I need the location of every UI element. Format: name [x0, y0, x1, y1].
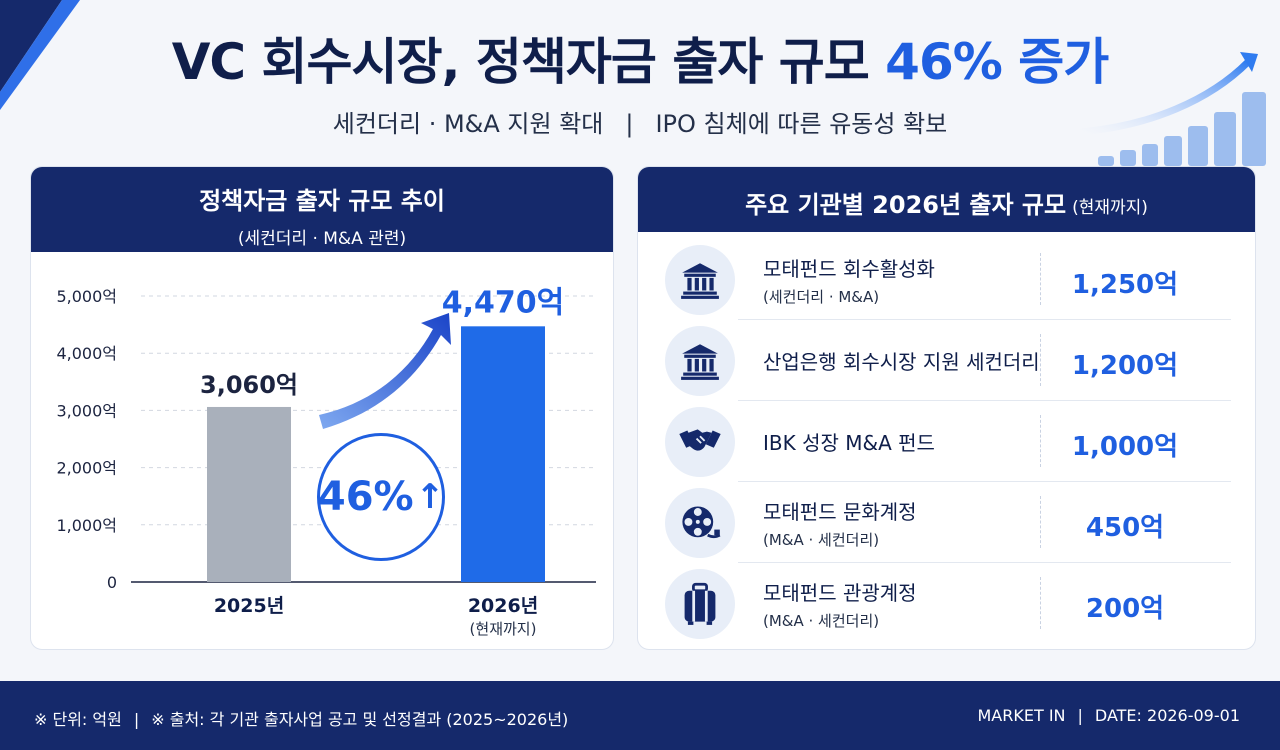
institution-sub: (M&A · 세컨더리): [763, 531, 880, 549]
institution-name: 모태펀드 문화계정: [763, 500, 917, 524]
bar-value-label: 3,060억: [200, 371, 298, 399]
subtitle-right: IPO 침체에 따른 유동성 확보: [655, 110, 948, 138]
institution-name: IBK 성장 M&A 펀드: [763, 431, 935, 455]
institution-name: 모태펀드 관광계정: [763, 581, 917, 605]
row-divider: [738, 400, 1231, 401]
institution-name: 모태펀드 회수활성화: [763, 257, 935, 281]
footer-unit: ※ 단위: 억원: [34, 710, 122, 729]
y-tick-label: 1,000억: [56, 516, 117, 535]
header: VC 회수시장, 정책자금 출자 규모 46% 증가 세컨더리 · M&A 지원…: [0, 0, 1280, 166]
bar-value-label: 4,470억: [442, 285, 565, 320]
suitcase-icon: [665, 569, 735, 639]
y-tick-label: 0: [107, 573, 117, 592]
institution-name: 산업은행 회수시장 지원 세컨더리: [763, 350, 1040, 374]
row-divider: [738, 481, 1231, 482]
row-divider-vertical: [1040, 334, 1041, 386]
row-divider-vertical: [1040, 253, 1041, 305]
institution-panel-note: (현재까지): [1072, 198, 1148, 218]
page-title-accent: 46% 증가: [885, 33, 1109, 91]
institution-panel-header: 주요 기관별 2026년 출자 규모 (현재까지): [638, 167, 1255, 232]
institution-row: IBK 성장 M&A 펀드 1,000억: [638, 401, 1255, 482]
row-divider-vertical: [1040, 577, 1041, 629]
x-category-note: (현재까지): [470, 620, 537, 638]
growth-rate-value: 46%: [317, 474, 414, 520]
chart-panel-title: 정책자금 출자 규모 추이: [199, 187, 445, 215]
institution-row: 모태펀드 관광계정 (M&A · 세컨더리) 200억: [638, 563, 1255, 644]
institution-amount: 200억: [1085, 594, 1165, 624]
page-title: VC 회수시장, 정책자금 출자 규모 46% 증가: [0, 22, 1280, 94]
institution-panel: 주요 기관별 2026년 출자 규모 (현재까지) 모태펀드 회수활성화 (세컨더리…: [637, 166, 1256, 650]
footer-separator: |: [133, 710, 140, 729]
row-divider-vertical: [1040, 496, 1041, 548]
institution-amount: 1,200억: [1071, 351, 1179, 381]
institution-row: 모태펀드 회수활성화 (세컨더리 · M&A) 1,250억: [638, 239, 1255, 320]
institution-row: 산업은행 회수시장 지원 세컨더리 1,200억: [638, 320, 1255, 401]
bank-icon: [665, 326, 735, 396]
row-divider: [738, 319, 1231, 320]
y-tick-label: 5,000억: [56, 287, 117, 306]
subtitle-left: 세컨더리 · M&A 지원 확대: [332, 110, 604, 138]
footer-notes: ※ 단위: 억원 | ※ 출처: 각 기관 출자사업 공고 및 선정결과 (2025…: [34, 706, 568, 730]
bar-2025년: [207, 406, 291, 582]
handshake-icon: [665, 407, 735, 477]
bar-chart: 0 1,000억 2,000억 3,000억 4,000억 5,000억 3,060억 20…: [56, 285, 596, 638]
institution-row: 모태펀드 문화계정 (M&A · 세컨더리) 450억: [638, 482, 1255, 563]
institution-amount: 450억: [1085, 513, 1165, 543]
row-divider: [738, 562, 1231, 563]
footer-separator: |: [1077, 706, 1083, 725]
chart-panel-header: 정책자금 출자 규모 추이 (세컨더리 · M&A 관련): [31, 167, 613, 252]
footer-date: DATE: 2026-09-01: [1094, 706, 1240, 725]
subtitle-separator: |: [625, 110, 634, 138]
y-tick-label: 4,000억: [56, 344, 117, 363]
institution-sub: (세컨더리 · M&A): [763, 288, 880, 306]
row-divider-vertical: [1040, 415, 1041, 467]
growth-arrow: [319, 313, 451, 429]
institution-amount: 1,250억: [1071, 270, 1179, 300]
y-tick-label: 3,000억: [56, 401, 117, 420]
x-category-label: 2025년: [214, 595, 284, 617]
up-arrow-icon: ↑: [415, 477, 445, 517]
bank-icon: [665, 245, 735, 315]
chart-panel-note: (세컨더리 · M&A 관련): [237, 229, 407, 249]
footer: ※ 단위: 억원 | ※ 출처: 각 기관 출자사업 공고 및 선정결과 (2025…: [0, 681, 1280, 750]
film-reel-icon: [665, 488, 735, 558]
institution-sub: (M&A · 세컨더리): [763, 612, 880, 630]
growth-rate-badge: 46% ↑: [317, 433, 445, 561]
chart-panel: 0 1,000억 2,000억 3,000억 4,000억 5,000억 3,060억 20…: [30, 166, 614, 650]
bar-2026년: [461, 326, 545, 582]
page-subtitle: 세컨더리 · M&A 지원 확대 | IPO 침체에 따른 유동성 확보: [0, 104, 1280, 139]
institution-panel-title-text: 주요 기관별 2026년 출자 규모: [745, 191, 1067, 219]
footer-publisher: MARKET IN: [977, 706, 1066, 725]
x-category-label: 2026년: [468, 595, 538, 617]
institution-amount: 1,000억: [1071, 432, 1179, 462]
institution-panel-title: 주요 기관별 2026년 출자 규모 (현재까지): [638, 185, 1255, 220]
rising-coins-decoration: [1080, 52, 1266, 166]
footer-meta: MARKET IN | DATE: 2026-09-01: [978, 706, 1241, 725]
page-title-main: VC 회수시장, 정책자금 출자 규모: [171, 33, 886, 91]
footer-source: ※ 출처: 각 기관 출자사업 공고 및 선정결과 (2025~2026년): [151, 710, 569, 729]
y-tick-label: 2,000억: [56, 459, 117, 478]
